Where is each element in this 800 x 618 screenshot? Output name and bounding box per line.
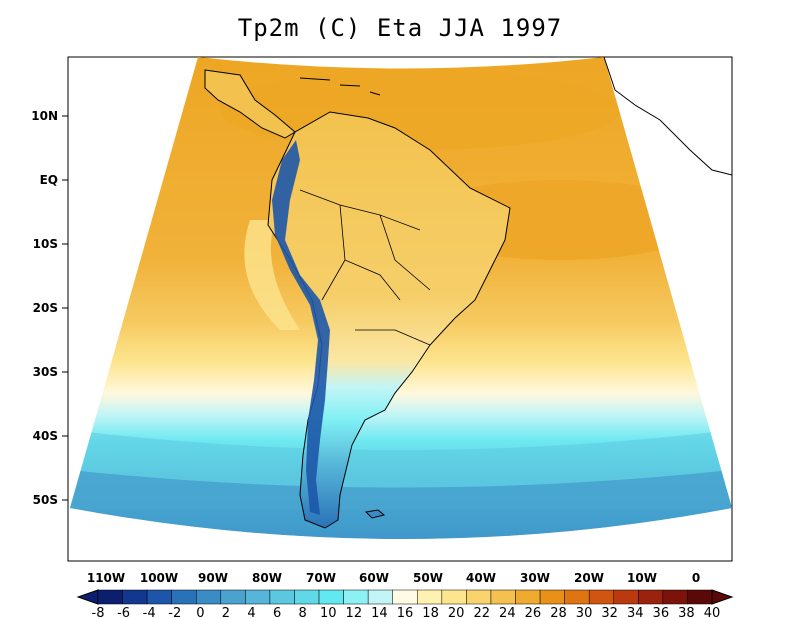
central-america-land [204, 69, 296, 139]
colorbar-label: -4 [143, 606, 156, 618]
country-borders [299, 189, 431, 346]
africa-outline [603, 56, 733, 176]
x-tick-label: 90W [198, 571, 228, 585]
colorbar-label: 6 [273, 606, 281, 618]
colorbar-swatch [195, 589, 222, 605]
y-tick-label: 30S [33, 365, 58, 379]
colorbar-label: 30 [576, 606, 593, 618]
colorbar-label: 34 [627, 606, 644, 618]
x-tick-label: 30W [520, 571, 550, 585]
caribbean-islands [299, 77, 381, 96]
colorbar-label: 8 [299, 606, 307, 618]
x-axis: 110W 100W 90W 80W 70W 60W 50W 40W 30W 20… [87, 571, 700, 585]
y-tick-label: 40S [33, 429, 58, 443]
colorbar-swatch [539, 589, 565, 605]
colorbar-right-arrow [711, 589, 734, 605]
colorbar: -8 -6 -4 -2 0 2 4 6 8 10 12 14 16 18 20 22 24 26 28 30 32 34 3… [76, 589, 734, 618]
colorbar-label: -2 [168, 606, 181, 618]
colorbar-swatch [662, 589, 688, 605]
colorbar-swatch [466, 589, 492, 605]
colorbar-label: 38 [678, 606, 695, 618]
colorbar-swatch [294, 589, 320, 605]
colorbar-label: 14 [371, 606, 388, 618]
colorbar-swatch [171, 589, 197, 605]
colorbar-label: 28 [550, 606, 567, 618]
colorbar-swatch [122, 589, 148, 605]
colorbar-label: 10 [320, 606, 337, 618]
colorbar-swatch [564, 589, 590, 605]
colorbar-label: 0 [196, 606, 204, 618]
colorbar-swatch [515, 589, 541, 605]
y-tick-label: 20S [33, 301, 58, 315]
y-tick-label: 10N [31, 109, 58, 123]
x-tick-label: 50W [413, 571, 443, 585]
falkland-islands [364, 509, 386, 519]
colorbar-swatch [146, 589, 172, 605]
colorbar-label: 26 [525, 606, 542, 618]
colorbar-swatch [318, 589, 344, 605]
x-tick-label: 70W [306, 571, 336, 585]
colorbar-label: 12 [346, 606, 363, 618]
colorbar-label: -6 [117, 606, 130, 618]
colorbar-label: 2 [222, 606, 230, 618]
colorbar-swatch [269, 589, 295, 605]
colorbar-label: 32 [601, 606, 618, 618]
colorbar-swatch [687, 589, 713, 605]
colorbar-label: -8 [92, 606, 105, 618]
x-tick-label: 10W [627, 571, 657, 585]
colorbar-swatch [220, 589, 246, 605]
x-tick-label: 60W [359, 571, 389, 585]
colorbar-swatch [441, 589, 467, 605]
andes-cold-band [272, 140, 330, 515]
colorbar-swatch [417, 589, 443, 605]
y-tick-label: 10S [33, 237, 58, 251]
colorbar-label: 36 [653, 606, 670, 618]
x-tick-label: 20W [574, 571, 604, 585]
chart-title: Tp2m (C) Eta JJA 1997 [237, 14, 563, 42]
x-tick-label: 40W [466, 571, 496, 585]
colorbar-left-arrow [76, 589, 99, 605]
colorbar-label: 20 [448, 606, 465, 618]
colorbar-swatch [490, 589, 516, 605]
colorbar-swatch [343, 589, 369, 605]
x-tick-label: 110W [87, 571, 125, 585]
colorbar-swatch [367, 589, 393, 605]
colorbar-swatch [97, 589, 123, 605]
y-tick-label: 50S [33, 493, 58, 507]
x-tick-label: 0 [692, 571, 700, 585]
colorbar-label: 18 [422, 606, 439, 618]
x-tick-label: 100W [140, 571, 178, 585]
colorbar-swatch [638, 589, 664, 605]
colorbar-label: 16 [397, 606, 414, 618]
colorbar-swatch [245, 589, 271, 605]
x-tick-label: 80W [252, 571, 282, 585]
y-axis: 10N EQ 10S 20S 30S 40S 50S [31, 109, 68, 507]
colorbar-swatch [392, 589, 418, 605]
colorbar-label: 4 [247, 606, 255, 618]
y-tick-label: EQ [40, 173, 58, 187]
colorbar-swatch [588, 589, 615, 605]
colorbar-label: 40 [704, 606, 721, 618]
colorbar-swatch [613, 589, 639, 605]
colorbar-label: 24 [499, 606, 516, 618]
colorbar-label: 22 [473, 606, 490, 618]
